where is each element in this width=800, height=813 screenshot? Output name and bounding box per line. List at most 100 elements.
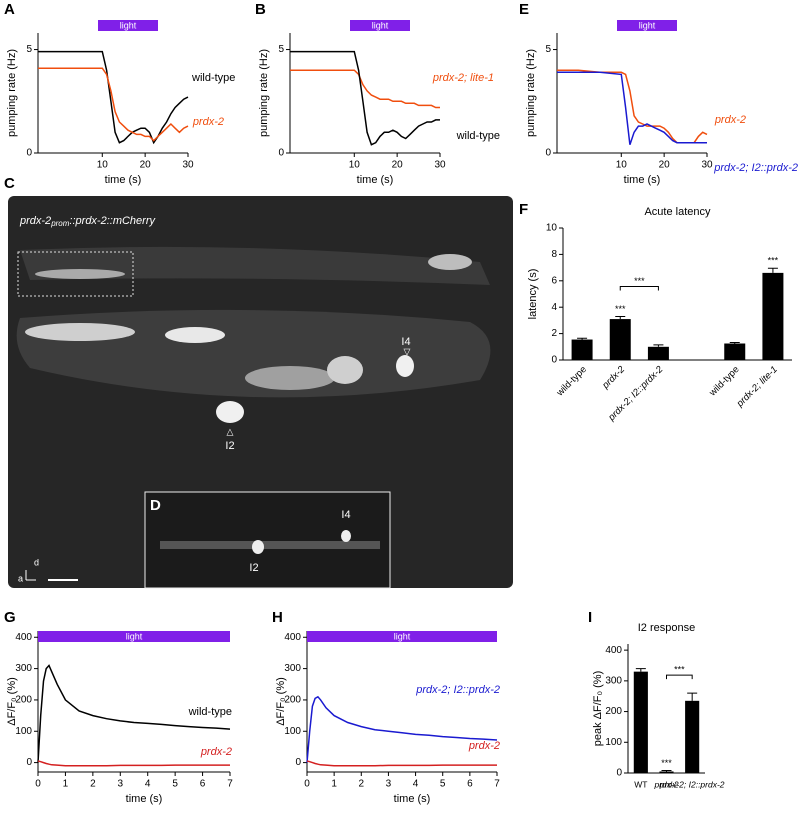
worm-body	[16, 309, 491, 398]
bar	[633, 671, 648, 773]
bar	[571, 339, 593, 360]
inset-d	[144, 491, 391, 589]
cell-label: I2	[225, 440, 234, 452]
y-tick-label: 100	[605, 737, 622, 748]
chart-panel: E 0 5 pumping rate (Hz) 10 20 30 time (s) light p…	[519, 1, 798, 186]
error-bar	[687, 692, 698, 701]
series-label: prdx-2	[714, 114, 746, 126]
cell-label: I2	[249, 562, 258, 574]
chart-panel: I 0 100 200 300 400 peak ΔF/F₀ (%) I2 response W…	[588, 609, 725, 789]
caption-part: prdx-2	[19, 215, 51, 227]
axis-letter: a	[18, 573, 23, 583]
cell-label: I4	[401, 336, 410, 348]
series-label: wild-type	[188, 706, 232, 718]
significance: ***	[768, 256, 779, 266]
y-tick-label: 0	[551, 355, 557, 366]
y-tick-label: 200	[284, 695, 301, 706]
y-tick-label: 400	[605, 645, 622, 656]
series-line	[38, 50, 189, 145]
error-bar	[653, 344, 664, 347]
cell	[245, 366, 335, 390]
worm-body	[20, 246, 490, 285]
cell	[396, 355, 414, 377]
series-line	[37, 760, 230, 767]
x-tick-label: 4	[413, 779, 419, 790]
x-tick-label: 7	[227, 779, 233, 790]
bar	[609, 319, 631, 360]
orientation-axes	[25, 570, 36, 581]
series-label: prdx-2	[468, 740, 500, 752]
error-bar	[577, 337, 588, 340]
y-tick-label: 0	[26, 148, 32, 159]
axis-letter: d	[34, 557, 39, 567]
series-label: prdx-2; lite-1	[432, 72, 494, 84]
x-tick-label: 4	[145, 779, 151, 790]
y-axis-label: ΔF/F₀ (%)	[6, 677, 18, 726]
series-line	[306, 760, 497, 767]
chart-title: I2 response	[638, 622, 695, 634]
series-label: wild-type	[191, 72, 235, 84]
y-tick-label: 0	[26, 757, 32, 768]
x-tick-label: 10	[97, 160, 109, 171]
series-line	[557, 69, 708, 144]
light-label: light	[639, 20, 656, 30]
x-tick-label: prdx-2	[600, 364, 628, 392]
x-tick-label: 2	[359, 779, 365, 790]
y-tick-label: 300	[284, 663, 301, 674]
x-tick-label: 6	[467, 779, 473, 790]
x-tick-label: wild-type	[554, 364, 589, 399]
chart-panel: B 0 5 pumping rate (Hz) 10 20 30 time (s) light p…	[255, 1, 500, 186]
bracket	[619, 285, 659, 291]
y-tick-label: 10	[546, 223, 558, 234]
panel-label: B	[255, 1, 266, 18]
y-tick-label: 0	[545, 148, 551, 159]
significance: ***	[661, 758, 672, 768]
cell	[216, 401, 244, 423]
inset-outline	[17, 251, 134, 297]
caption-sub: prom	[50, 219, 70, 228]
x-axis-label: time (s)	[357, 174, 394, 186]
y-tick-label: 2	[551, 328, 557, 339]
y-axis-label: pumping rate (Hz)	[258, 49, 270, 137]
y-axis-label: pumping rate (Hz)	[525, 49, 537, 137]
y-tick-label: 200	[15, 695, 32, 706]
x-axis-label: time (s)	[105, 174, 142, 186]
cell	[35, 269, 125, 279]
series-line	[290, 50, 440, 146]
light-label: light	[394, 631, 411, 641]
x-tick-label: 30	[434, 160, 446, 171]
x-tick-label: 20	[392, 160, 404, 171]
x-tick-label: 3	[386, 779, 392, 790]
series-line	[557, 71, 707, 145]
x-axis-label: time (s)	[394, 793, 431, 805]
y-tick-label: 400	[15, 632, 32, 643]
y-axis-label: ΔF/F₀ (%)	[275, 677, 287, 726]
x-tick-label: 5	[440, 779, 446, 790]
arrowhead: △	[227, 426, 234, 436]
x-tick-label: 0	[304, 779, 310, 790]
chart-panel: G 0 100 200 300 400 ΔF/F₀ (%) 0 1 2 3 4 5 6 7 time (s) l…	[4, 609, 233, 805]
cell	[341, 530, 351, 542]
bar	[724, 343, 746, 360]
x-tick-label: 2	[90, 779, 96, 790]
series-line	[306, 695, 498, 763]
x-tick-label: 20	[140, 160, 152, 171]
error-bar	[635, 668, 646, 672]
caption: prdx-2prom::prdx-2::mCherry	[19, 215, 156, 228]
light-bar	[350, 20, 410, 31]
cell	[252, 540, 264, 554]
x-tick-label: prdx-2; lite-1	[734, 364, 780, 410]
chart-panel: H 0 100 200 300 400 ΔF/F₀ (%) 0 1 2 3 4 5 6 7 time (s) l…	[272, 609, 500, 805]
y-tick-label: 0	[616, 768, 622, 779]
series-label: prdx-2; I2::prdx-2	[713, 162, 798, 174]
x-axis-label: time (s)	[624, 174, 661, 186]
light-label: light	[126, 631, 143, 641]
arrowhead: ▽	[404, 346, 411, 356]
x-tick-label: 7	[494, 779, 500, 790]
panel-label: I	[588, 609, 592, 626]
bar	[762, 272, 784, 360]
light-bar	[38, 631, 230, 642]
significance: ***	[634, 276, 645, 286]
y-tick-label: 4	[551, 302, 557, 313]
